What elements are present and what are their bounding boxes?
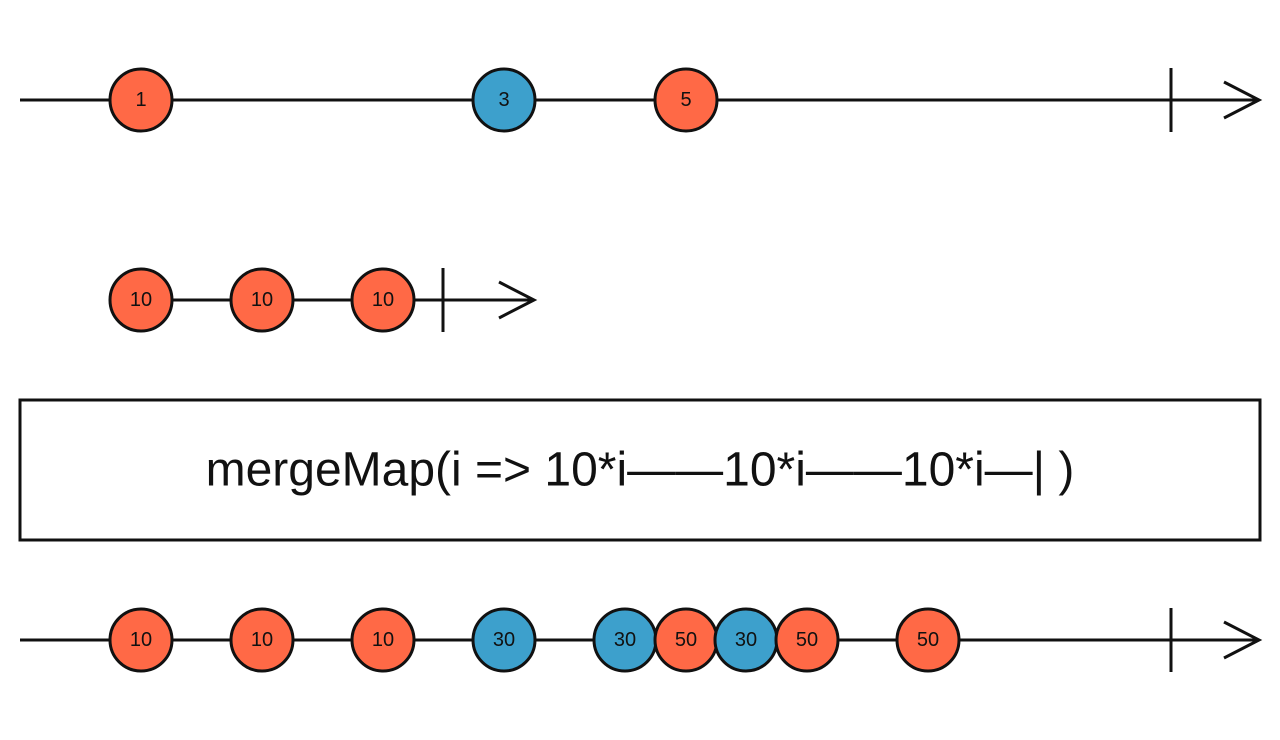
inner-timeline: 10 10 10	[108, 267, 538, 333]
output-marble: 10	[229, 607, 295, 673]
marble-circle	[108, 267, 174, 333]
marble-label: 10	[251, 629, 273, 651]
marble-label: 30	[493, 629, 515, 651]
marble-circle	[229, 267, 295, 333]
output-marble: 30	[592, 607, 658, 673]
marble-circle	[108, 67, 174, 133]
inner-marbles: 10 10 10	[108, 267, 416, 333]
output-marble: 10	[108, 607, 174, 673]
output-marbles: 10 10 10 30 30 50 30 50 50	[108, 607, 961, 673]
marble-circle	[774, 607, 840, 673]
marble-circle	[229, 607, 295, 673]
marble-circle	[350, 267, 416, 333]
marble-label: 10	[130, 289, 152, 311]
marble-circle	[108, 607, 174, 673]
inner-marble: 10	[229, 267, 295, 333]
output-marble: 50	[895, 607, 961, 673]
marble-circle	[471, 67, 537, 133]
marble-label: 10	[130, 629, 152, 651]
marble-label: 10	[372, 629, 394, 651]
marble-circle	[653, 67, 719, 133]
source-marble: 3	[471, 67, 537, 133]
marble-circle	[895, 607, 961, 673]
marble-label: 30	[614, 629, 636, 651]
marble-circle	[471, 607, 537, 673]
marble-label: 5	[680, 89, 691, 111]
marble-label: 10	[251, 289, 273, 311]
marble-label: 1	[135, 89, 146, 111]
marble-label: 50	[796, 629, 818, 651]
marble-circle	[350, 607, 416, 673]
marble-label: 50	[675, 629, 697, 651]
source-marble: 5	[653, 67, 719, 133]
source-arrow-icon	[1223, 80, 1263, 120]
marble-label: 50	[917, 629, 939, 651]
source-marble: 1	[108, 67, 174, 133]
output-marble: 30	[471, 607, 537, 673]
operator-label: mergeMap(i => 10*i——10*i——10*i—| )	[206, 444, 1075, 497]
output-marble: 10	[350, 607, 416, 673]
output-arrow-icon	[1223, 620, 1263, 660]
inner-marble: 10	[108, 267, 174, 333]
operator-rect	[18, 398, 1262, 542]
output-marble: 50	[774, 607, 840, 673]
marble-label: 30	[735, 629, 757, 651]
marble-label: 10	[372, 289, 394, 311]
output-marble: 50	[653, 607, 719, 673]
source-timeline: 1 3 5	[20, 67, 1263, 133]
output-timeline: 10 10 10 30 30 50 30 50 50	[20, 607, 1263, 673]
output-marble: 30	[713, 607, 779, 673]
inner-marble: 10	[350, 267, 416, 333]
marble-label: 3	[498, 89, 509, 111]
source-marbles: 1 3 5	[108, 67, 719, 133]
inner-arrow-icon	[498, 280, 538, 320]
operator-box: mergeMap(i => 10*i——10*i——10*i—| )	[18, 398, 1262, 542]
